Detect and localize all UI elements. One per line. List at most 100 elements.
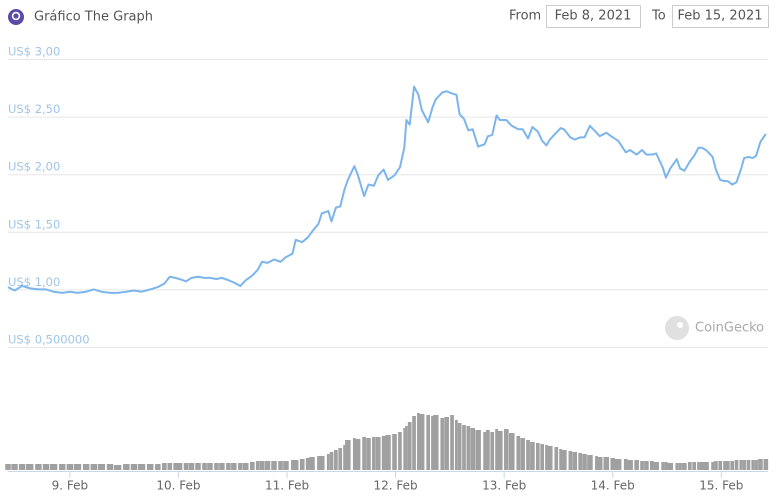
- volume-bar: [475, 430, 481, 470]
- volume-bar: [603, 457, 609, 470]
- volume-bar: [366, 438, 371, 470]
- volume-bar: [255, 461, 260, 470]
- volume-bar: [238, 463, 243, 470]
- y-tick-label: US$ 2,50: [8, 102, 60, 116]
- volume-bar: [291, 460, 294, 470]
- volume-bar: [329, 452, 334, 470]
- volume-bar: [42, 464, 50, 470]
- y-tick-label: US$ 1,00: [8, 275, 60, 289]
- volume-bar: [596, 457, 603, 470]
- volume-bar: [667, 463, 674, 470]
- volume-bar: [249, 462, 255, 470]
- volume-bar: [278, 461, 283, 470]
- volume-bar: [130, 464, 138, 470]
- volume-bar: [146, 464, 154, 470]
- volume-bar: [264, 461, 271, 470]
- volume-bar: [195, 463, 201, 470]
- volume-bar: [407, 422, 412, 470]
- volume-bar: [11, 464, 18, 470]
- volume-bar: [545, 445, 548, 470]
- to-label: To: [651, 9, 666, 24]
- volume-bar: [426, 415, 431, 470]
- volume-bar: [59, 464, 66, 470]
- volume-bar: [559, 449, 563, 470]
- volume-bar: [554, 447, 559, 470]
- volume-bar: [113, 465, 122, 470]
- volume-bar: [649, 461, 654, 470]
- volume-bar: [97, 464, 106, 470]
- volume-bar: [202, 463, 207, 470]
- volume-bar: [398, 432, 402, 470]
- volume-bar: [405, 426, 408, 470]
- volume-bar: [526, 440, 530, 470]
- volume-bar: [450, 415, 454, 470]
- volume-bar: [614, 459, 622, 470]
- volume-bar: [226, 463, 231, 470]
- volume-bar: [90, 464, 98, 470]
- volume-bar: [162, 463, 167, 470]
- volume-bar: [243, 463, 249, 470]
- volume-bar: [540, 444, 545, 470]
- token-icon-glyph: [11, 11, 21, 21]
- volume-bar: [66, 464, 74, 470]
- volume-bar: [231, 463, 237, 470]
- volume-bar: [578, 453, 583, 470]
- volume-bar: [73, 464, 82, 470]
- volume-bar: [334, 450, 338, 470]
- volume-bar: [35, 464, 42, 470]
- volume-bar: [718, 461, 723, 470]
- volume-bar: [352, 438, 356, 470]
- volume-bar: [455, 420, 458, 470]
- volume-bar: [292, 460, 299, 470]
- volume-bar: [711, 462, 715, 470]
- volume-bar: [751, 460, 755, 470]
- volume-bar: [354, 439, 361, 470]
- volume-bar: [385, 435, 391, 470]
- volume-bar: [433, 415, 439, 470]
- volume-bar: [495, 429, 498, 470]
- volume-bar: [392, 434, 397, 470]
- x-tick-label: 10. Feb: [156, 479, 200, 493]
- volume-bar: [470, 428, 475, 470]
- volume-bar: [417, 413, 420, 470]
- volume-bar: [547, 446, 553, 470]
- volume-bar: [418, 414, 425, 470]
- from-input[interactable]: [546, 5, 641, 28]
- volume-bar: [490, 432, 495, 470]
- volume-bar: [444, 417, 449, 470]
- volume-bar: [675, 463, 679, 470]
- volume-bar: [375, 437, 381, 470]
- volume-bar: [763, 459, 769, 470]
- to-date[interactable]: Feb 15, 2021: [677, 9, 762, 24]
- volume-bar: [167, 463, 173, 470]
- volume-bar: [345, 440, 351, 470]
- x-tick-label: 9. Feb: [52, 479, 89, 493]
- volume-bar: [504, 429, 509, 470]
- volume-bar: [457, 423, 462, 470]
- volume-bar: [758, 459, 763, 470]
- price-line: [7, 85, 767, 294]
- to-input[interactable]: [672, 5, 769, 28]
- volume-bar: [653, 462, 659, 470]
- volume-bar: [183, 463, 189, 470]
- volume-bar: [343, 445, 346, 470]
- volume-bar: [26, 464, 34, 470]
- volume-bar: [723, 461, 726, 470]
- volume-bar: [372, 437, 376, 470]
- volume-bar: [462, 425, 466, 470]
- volume-bar: [692, 462, 697, 470]
- volume-bar: [338, 448, 343, 470]
- volume-bar: [623, 459, 628, 470]
- volume-bar: [746, 460, 751, 470]
- volume-bar: [18, 464, 26, 470]
- volume-bar: [317, 456, 320, 470]
- from-date[interactable]: Feb 8, 2021: [555, 9, 632, 24]
- volume-bar: [730, 461, 735, 470]
- y-tick-label: US$ 3,00: [8, 45, 60, 59]
- volume-bar: [173, 463, 178, 470]
- volume-bar: [664, 462, 668, 470]
- volume-bar: [644, 461, 649, 470]
- volume-bar: [572, 452, 578, 470]
- volume-bar: [82, 464, 90, 470]
